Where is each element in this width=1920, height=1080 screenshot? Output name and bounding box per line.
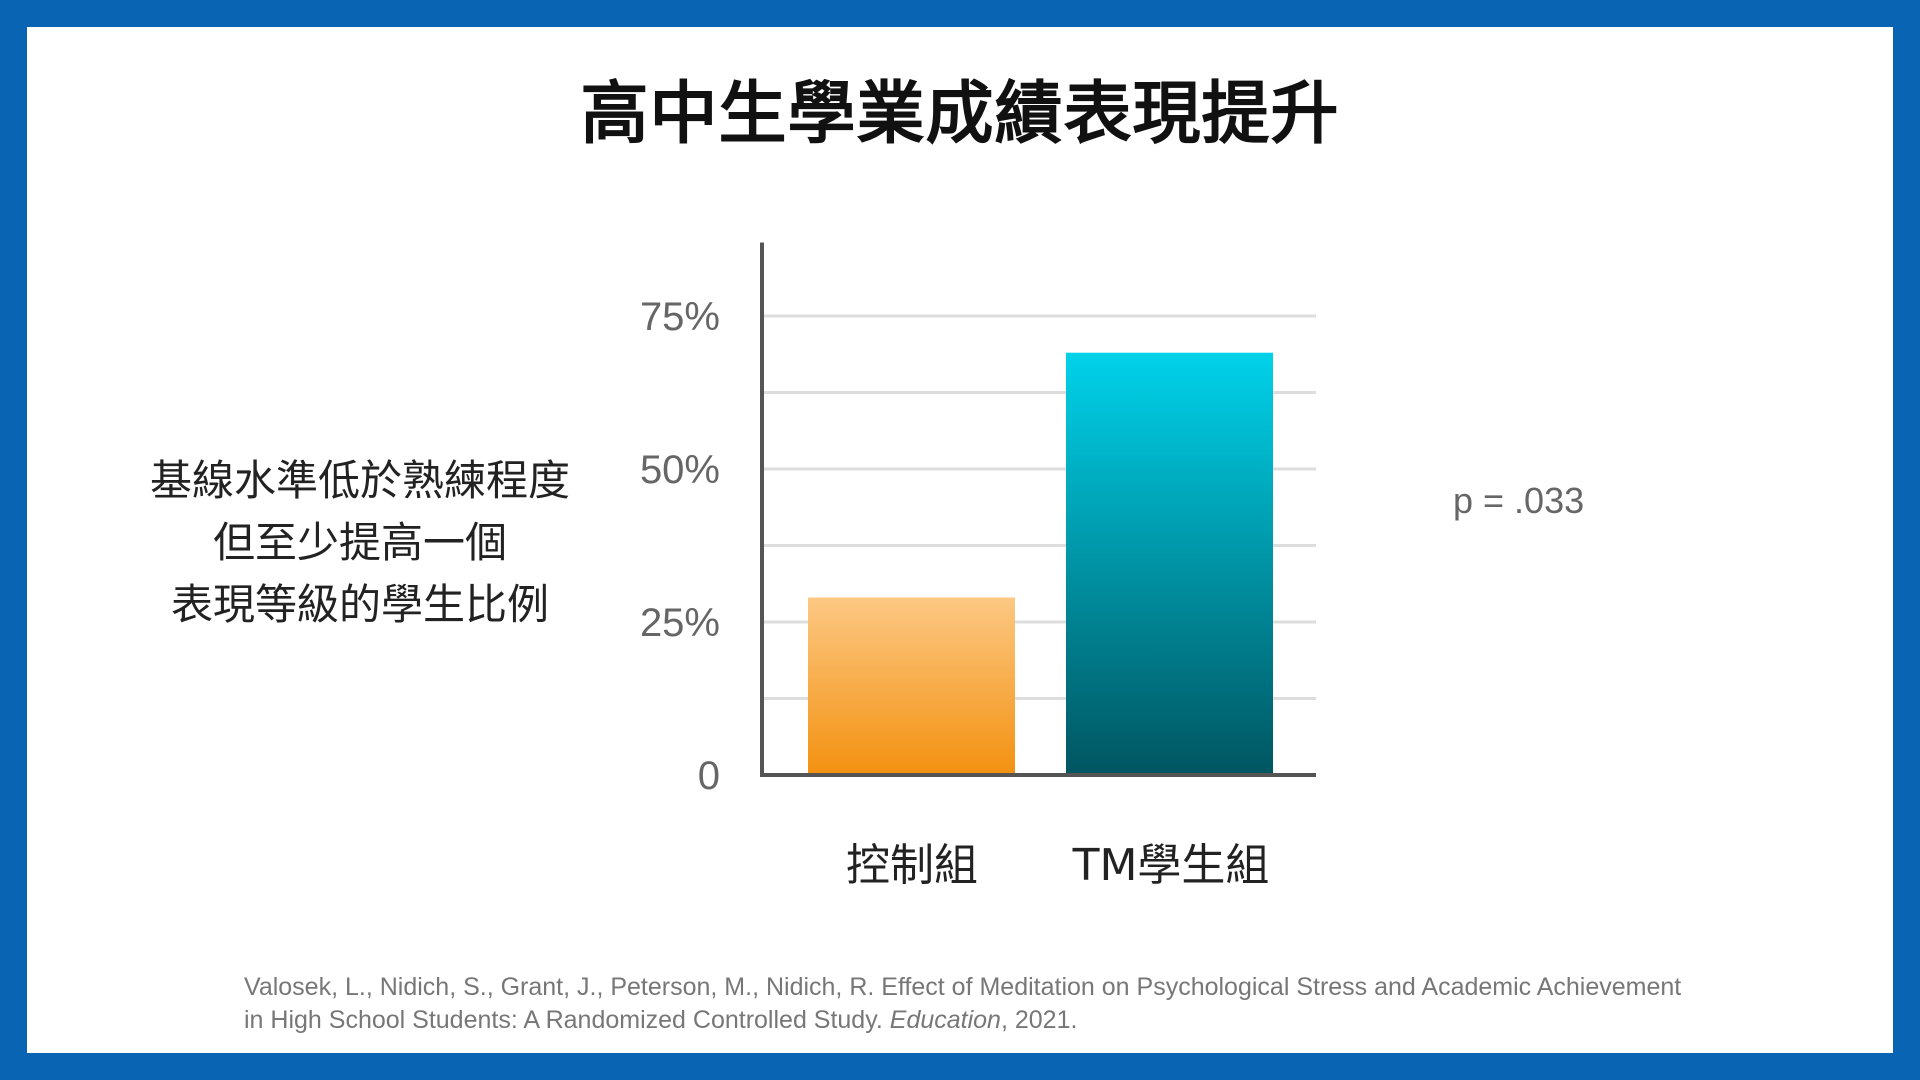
y-tick-label: 25% <box>640 601 720 645</box>
citation-line-2: in High School Students: A Randomized Co… <box>244 1004 1744 1037</box>
x-category-label: 控制組 <box>846 840 978 891</box>
description-line: 基線水準低於熟練程度 <box>149 456 570 505</box>
x-category-label: TM學生組 <box>1072 840 1270 891</box>
p-value: p = .033 <box>1453 480 1585 521</box>
citation-line-1: Valosek, L., Nidich, S., Grant, J., Pete… <box>244 973 1682 1001</box>
chart-description: 基線水準低於熟練程度 但至少提高一個 表現等級的學生比例 <box>110 450 610 636</box>
y-tick-label: 0 <box>698 754 720 798</box>
bar-tm <box>1066 352 1273 775</box>
y-tick-label: 75% <box>640 295 720 339</box>
page-title: 高中生學業成績表現提升 <box>580 75 1340 154</box>
citation-text: in High School Students: A Randomized Co… <box>244 1006 890 1034</box>
y-tick-label: 50% <box>640 448 720 492</box>
citation-journal: Education <box>889 1006 1001 1034</box>
slide-panel <box>27 27 1893 1053</box>
description-line: 但至少提高一個 <box>212 518 507 567</box>
description-line: 表現等級的學生比例 <box>170 580 549 629</box>
bar-control <box>808 597 1015 775</box>
citation-year: , 2021. <box>1000 1006 1078 1034</box>
citation: Valosek, L., Nidich, S., Grant, J., Pete… <box>244 971 1744 1037</box>
